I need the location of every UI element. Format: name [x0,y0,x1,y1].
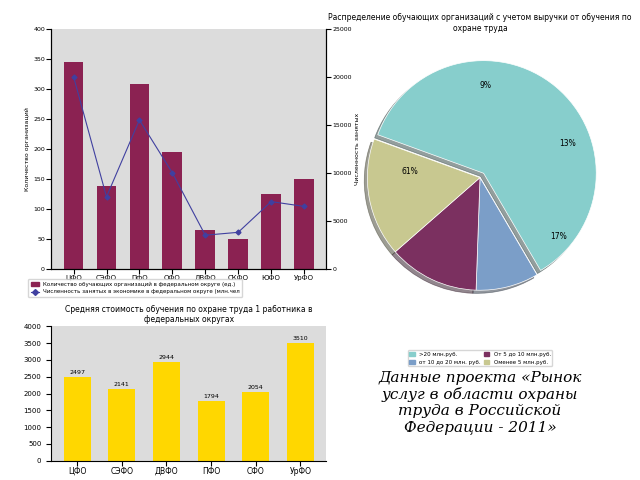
Legend: >20 млн.руб., от 10 до 20 млн. руб., От 5 до 10 млн.руб., Оменее 5 млн.руб.: >20 млн.руб., от 10 до 20 млн. руб., От … [408,350,552,366]
Y-axis label: Численность занятых: Численность занятых [355,113,360,185]
Text: 1794: 1794 [204,394,219,399]
Wedge shape [476,178,537,290]
Legend: Количество обучающих организаций в федеральном округе (ед.), Численность занятых: Количество обучающих организаций в федер… [28,279,243,297]
Text: 2141: 2141 [114,382,130,387]
Y-axis label: Количество организаций: Количество организаций [26,107,31,191]
Bar [163,152,182,269]
Title: Средняя стоимость обучения по охране труда 1 работника в
федеральных округах: Средняя стоимость обучения по охране тру… [65,305,312,324]
Text: 3510: 3510 [292,336,308,341]
Bar [129,84,149,269]
Bar [108,389,135,461]
Text: 61%: 61% [402,168,419,177]
Text: Данные проекта «Рынок
услуг в области охраны
труда в Российской
Федерации - 2011: Данные проекта «Рынок услуг в области ох… [378,371,582,434]
Bar [97,186,116,269]
Text: 2497: 2497 [69,370,85,375]
Wedge shape [378,60,596,270]
Bar [294,179,314,269]
Title: Распределение обучающих организаций с учетом выручки от обучения по
охране труда: Распределение обучающих организаций с уч… [328,13,632,33]
Bar [228,239,248,269]
Text: 2944: 2944 [159,355,175,360]
Wedge shape [367,139,480,252]
Bar [198,400,225,461]
Bar [243,392,269,461]
Text: 2054: 2054 [248,385,264,390]
Bar [153,362,180,461]
Text: 9%: 9% [479,81,492,90]
Wedge shape [396,178,480,290]
Bar [195,230,215,269]
Bar [64,62,83,269]
Text: 13%: 13% [559,139,576,148]
Bar [64,377,90,461]
Text: 17%: 17% [550,232,567,240]
Bar [261,194,281,269]
Bar [287,343,314,461]
